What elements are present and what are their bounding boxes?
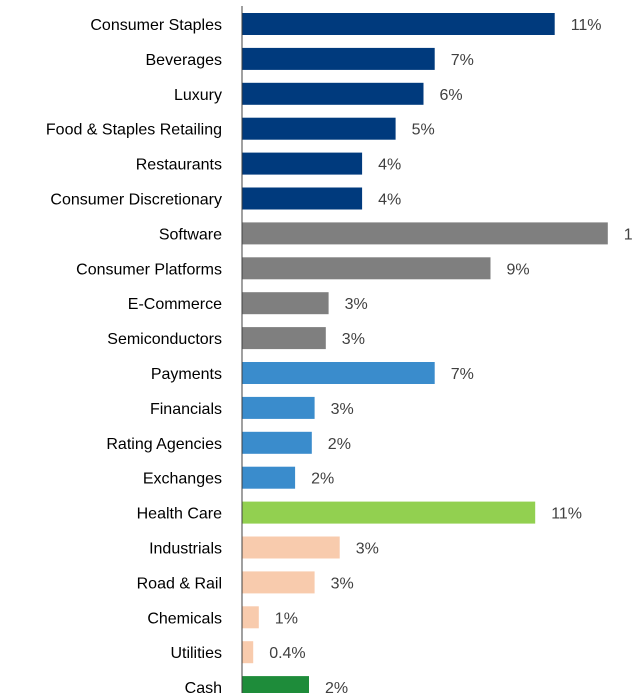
bar-semiconductors <box>242 327 326 350</box>
value-label-chemicals: 1% <box>275 610 298 627</box>
value-label-rating-agencies: 2% <box>328 436 351 453</box>
value-label-food-and-staples-retailing: 5% <box>412 122 435 139</box>
value-label-road-and-rail: 3% <box>331 575 354 592</box>
category-label-e-commerce: E-Commerce <box>128 296 222 313</box>
value-label-software: 13% <box>624 226 633 243</box>
category-labels-layer: Consumer Staples Beverages Luxury Food & St… <box>46 17 223 697</box>
category-label-cash: Cash <box>185 680 222 693</box>
category-label-semiconductors: Semiconductors <box>107 331 222 348</box>
bar-food-and-staples-retailing <box>242 117 396 140</box>
value-label-utilities: 0.4% <box>269 645 305 662</box>
bar-beverages <box>242 47 435 70</box>
category-label-road-and-rail: Road & Rail <box>137 575 222 592</box>
bar-consumer-staples <box>242 13 555 35</box>
value-label-luxury: 6% <box>440 87 463 104</box>
category-label-financials: Financials <box>150 401 222 418</box>
value-label-payments: 7% <box>451 366 474 383</box>
value-label-semiconductors: 3% <box>342 331 365 348</box>
category-label-industrials: Industrials <box>149 541 222 558</box>
category-label-payments: Payments <box>151 366 222 383</box>
bar-utilities <box>242 641 254 664</box>
bar-road-and-rail <box>242 571 315 594</box>
value-label-health-care: 11% <box>551 506 582 523</box>
category-label-consumer-platforms: Consumer Platforms <box>76 261 222 278</box>
bar-payments <box>242 362 435 384</box>
category-label-software: Software <box>159 226 222 243</box>
category-label-consumer-staples: Consumer Staples <box>90 17 222 34</box>
value-label-financials: 3% <box>331 401 354 418</box>
value-label-restaurants: 4% <box>378 157 401 174</box>
value-label-consumer-discretionary: 4% <box>378 192 401 209</box>
bar-health-care <box>242 501 536 524</box>
bar-consumer-discretionary <box>242 187 363 210</box>
bar-chemicals <box>242 606 259 629</box>
bar-software <box>242 222 608 245</box>
category-label-luxury: Luxury <box>174 87 222 104</box>
category-label-rating-agencies: Rating Agencies <box>106 436 222 453</box>
category-label-health-care: Health Care <box>137 506 222 523</box>
value-label-consumer-staples: 11% <box>571 17 602 34</box>
category-label-chemicals: Chemicals <box>147 610 222 627</box>
bar-restaurants <box>242 152 363 175</box>
category-label-utilities: Utilities <box>170 645 222 662</box>
category-label-exchanges: Exchanges <box>143 471 222 488</box>
category-label-restaurants: Restaurants <box>136 157 222 174</box>
value-label-beverages: 7% <box>451 52 474 69</box>
bars-layer <box>242 13 608 698</box>
bar-luxury <box>242 82 424 105</box>
value-labels-layer: 11%7%6%5%4%4%13%9%3%3%7%3%2%2%11%3%3%1%0… <box>269 17 633 697</box>
category-label-food-and-staples-retailing: Food & Staples Retailing <box>46 122 222 139</box>
category-label-beverages: Beverages <box>146 52 223 69</box>
bar-e-commerce <box>242 292 329 315</box>
bar-cash <box>242 676 309 698</box>
value-label-cash: 2% <box>325 680 348 693</box>
bar-industrials <box>242 536 340 559</box>
bar-rating-agencies <box>242 431 312 454</box>
bar-consumer-platforms <box>242 257 491 280</box>
category-label-consumer-discretionary: Consumer Discretionary <box>50 192 222 209</box>
value-label-e-commerce: 3% <box>345 296 368 313</box>
bar-financials <box>242 396 315 419</box>
value-label-industrials: 3% <box>356 541 379 558</box>
bar-exchanges <box>242 466 296 489</box>
value-label-exchanges: 2% <box>311 471 334 488</box>
value-label-consumer-platforms: 9% <box>507 261 530 278</box>
